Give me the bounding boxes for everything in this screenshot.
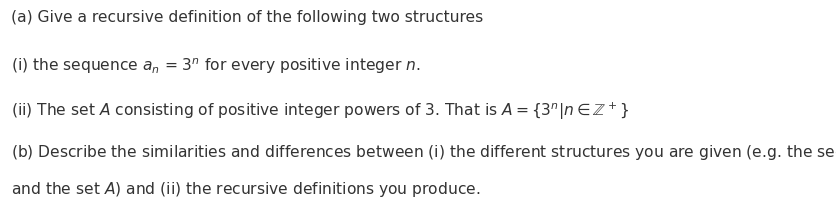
Text: (i) the sequence $a_n$ = $3^n$ for every positive integer $n$.: (i) the sequence $a_n$ = $3^n$ for every…: [11, 56, 421, 75]
Text: (b) Describe the similarities and differences between (i) the different structur: (b) Describe the similarities and differ…: [11, 143, 836, 162]
Text: (a) Give a recursive definition of the following two structures: (a) Give a recursive definition of the f…: [11, 10, 483, 25]
Text: (ii) The set $A$ consisting of positive integer powers of 3. That is $A = \{3^n|: (ii) The set $A$ consisting of positive …: [11, 100, 629, 122]
Text: and the set $A$) and (ii) the recursive definitions you produce.: and the set $A$) and (ii) the recursive …: [11, 179, 480, 198]
